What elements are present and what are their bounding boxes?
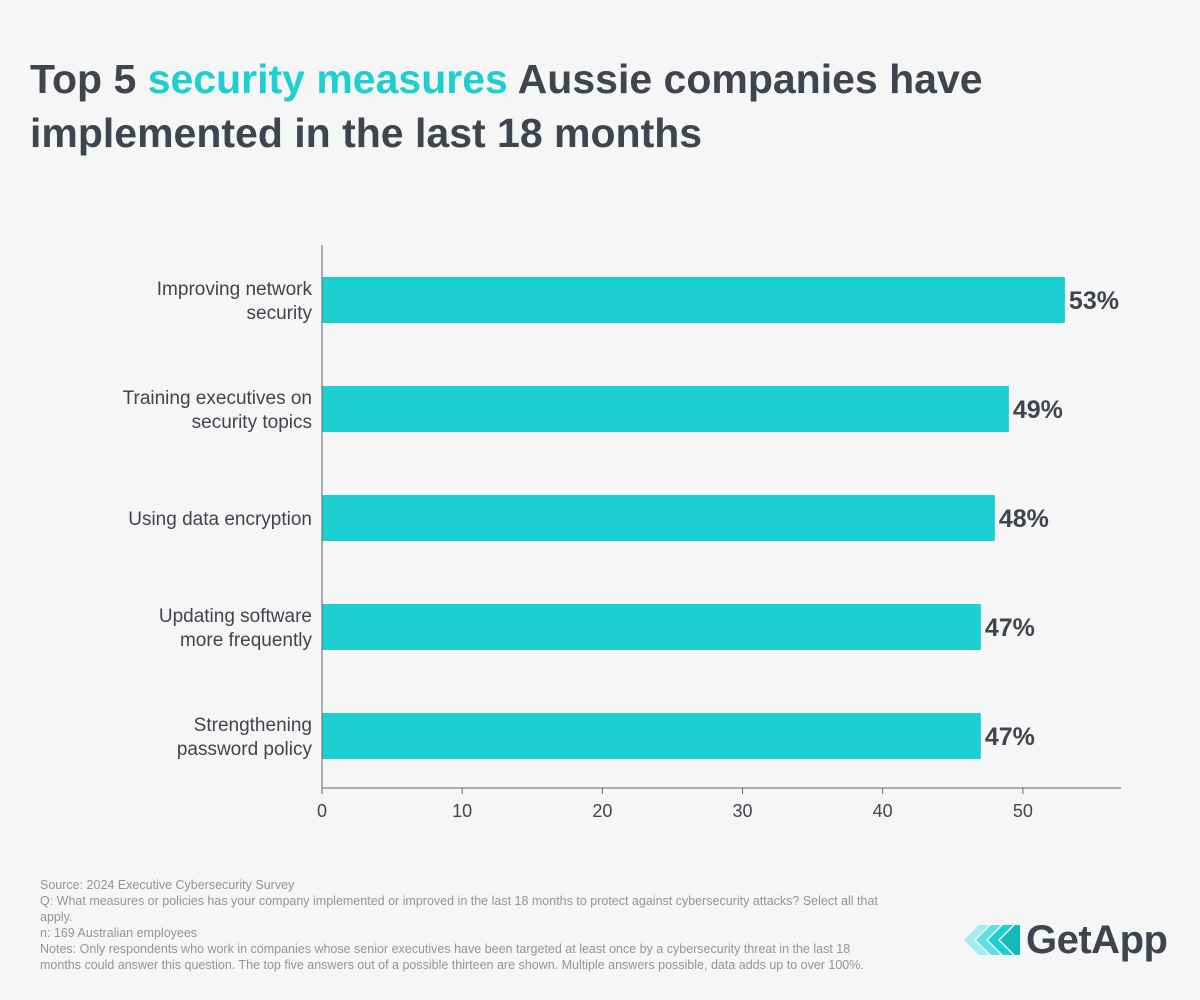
bar — [322, 386, 1009, 432]
getapp-logo: GetApp — [962, 916, 1172, 964]
getapp-chevrons-icon — [964, 925, 1020, 955]
title-part-1: Top 5 — [30, 56, 148, 102]
category-label: Training executives on security topics — [123, 388, 312, 433]
footer-question: Q: What measures or policies has your co… — [40, 894, 878, 924]
category-label: Strengthening password policy — [177, 715, 313, 760]
category-label: Using data encryption — [128, 509, 312, 530]
bar — [322, 277, 1065, 323]
value-label: 49% — [1013, 396, 1063, 424]
value-label: 47% — [985, 614, 1035, 642]
title-highlight: security measures — [147, 56, 508, 102]
logo-text: GetApp — [1026, 918, 1168, 962]
bar-chart: 53% Improving network security 49% Training … — [123, 245, 1121, 821]
category-label: Improving network security — [157, 279, 313, 324]
bar — [322, 713, 981, 759]
x-tick-label: 20 — [592, 801, 612, 821]
chart-footer: Source: 2024 Executive Cybersecurity Sur… — [40, 877, 890, 973]
title-part-2: Aussie companies have implemented in the… — [30, 56, 983, 156]
footer-sample: n: 169 Australian employees — [40, 926, 198, 940]
x-tick-label: 50 — [1013, 801, 1033, 821]
x-tick-label: 10 — [452, 801, 472, 821]
value-label: 48% — [999, 505, 1049, 533]
bar — [322, 495, 995, 541]
x-tick-label: 30 — [733, 801, 753, 821]
footer-source: Source: 2024 Executive Cybersecurity Sur… — [40, 878, 295, 892]
category-label: Updating software more frequently — [159, 606, 313, 651]
chart-title: Top 5 security measures Aussie companies… — [30, 52, 1150, 160]
footer-notes: Notes: Only respondents who work in comp… — [40, 942, 864, 972]
value-label: 47% — [985, 723, 1035, 751]
x-tick-label: 0 — [317, 801, 327, 821]
value-label: 53% — [1069, 287, 1119, 315]
bar — [322, 604, 981, 650]
x-tick-label: 40 — [873, 801, 893, 821]
